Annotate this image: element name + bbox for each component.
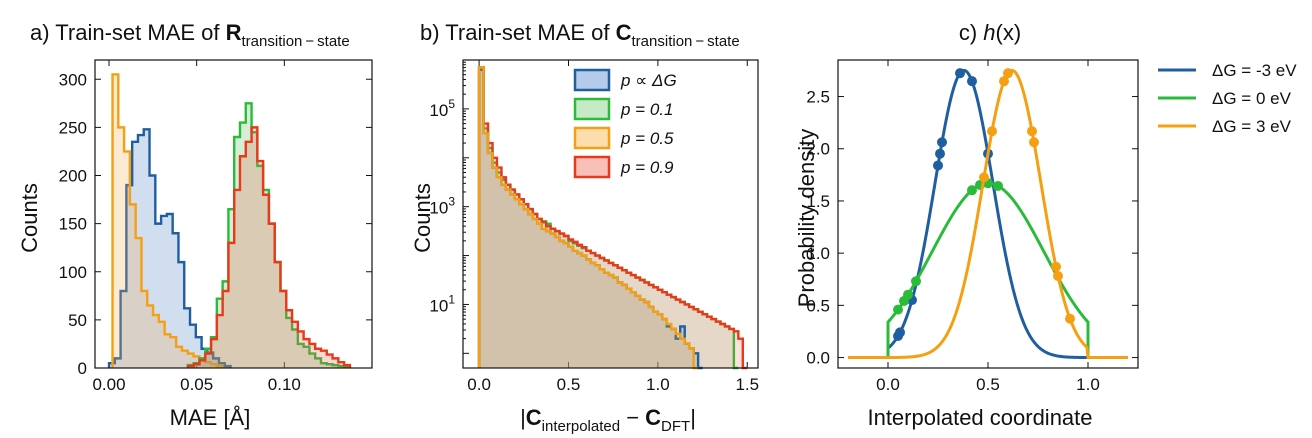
- panel-a-ylabel: Counts: [17, 183, 42, 253]
- panel-c-point-1: [911, 276, 921, 287]
- panel-a-frame: [94, 59, 373, 369]
- panel-c-legend: ΔG = -3 eV ΔG = 0 eV ΔG = 3 eV: [1158, 61, 1297, 136]
- panel-b-frame: [462, 59, 759, 369]
- panel-a-title: a) Train-set MAE of Rtransition − state: [30, 20, 350, 50]
- panel-a-ytick-label: 0: [78, 359, 87, 378]
- panel-c-point-1: [893, 304, 903, 315]
- panel-c-point-2: [1003, 68, 1013, 79]
- panel-b-hist-line-1: [477, 66, 748, 370]
- panel-b-xlabel: |Cinterpolated − CDFT|: [520, 405, 696, 435]
- panel-b-hist-fill-0: [479, 67, 739, 368]
- panel-b-ytick-label: 101: [429, 292, 455, 315]
- panel-c-ytick-label: 0.5: [806, 296, 830, 315]
- panel-b-legend-swatch: [573, 126, 611, 150]
- panel-c-point-2: [1065, 313, 1075, 324]
- panel-b-legend-label: p ∝ ΔG: [620, 71, 677, 90]
- panel-a-ytick-label: 150: [59, 215, 87, 234]
- panel-b-xtick-label: 1.0: [646, 375, 670, 394]
- panel-c-point-0: [937, 137, 947, 148]
- panel-c-ytick-label: 1.5: [806, 192, 830, 211]
- panel-c-point-1: [903, 289, 913, 300]
- panel-b-hist-line-3: [477, 66, 699, 370]
- panel-b-legend-label: p = 0.9: [620, 158, 674, 177]
- panel-c-plot: 0.0 0.5 1.0 0.0 0.5 1.0 1.5 2.0 2.5: [806, 59, 1139, 394]
- panel-c-ytick-label: 2.0: [806, 140, 830, 159]
- panel-c-point-0: [935, 148, 945, 159]
- panel-a-ytick-label: 50: [68, 311, 87, 330]
- panel-a-plot: 0.00 0.05 0.10 0 50 100 150 200 250 300: [59, 59, 373, 394]
- panel-a-hist-line-3: [186, 126, 352, 368]
- panel-a: a) Train-set MAE of Rtransition − state …: [17, 20, 373, 430]
- panel-b-ylabel: Counts: [410, 183, 435, 253]
- panel-c-point-2: [1029, 137, 1039, 148]
- panel-c-ytick-label: 1.0: [806, 244, 830, 263]
- panel-b-xtick-label: 0.0: [467, 375, 491, 394]
- panel-c-point-2: [1051, 261, 1061, 272]
- panel-c-legend-label: ΔG = 3 eV: [1212, 117, 1292, 136]
- panel-a-xlabel: MAE [Å]: [170, 405, 251, 430]
- panel-c-point-0: [933, 160, 943, 171]
- panel-c-ytick-label: 2.5: [806, 88, 830, 107]
- panel-c: c) h(x) Probability density Interpolated…: [794, 20, 1297, 430]
- panel-b-legend-swatch: [573, 155, 611, 179]
- panel-b-xtick-label: 0.5: [557, 375, 581, 394]
- panel-b-legend-swatch: [573, 97, 611, 121]
- panel-c-xtick-label: 1.0: [1076, 375, 1100, 394]
- panel-c-ylabel: Probability density: [794, 129, 819, 308]
- panel-c-point-2: [987, 126, 997, 137]
- panel-a-ytick-label: 100: [59, 263, 87, 282]
- panel-b-xtick-label: 1.5: [735, 375, 759, 394]
- panel-c-point-0: [967, 76, 977, 87]
- panel-b-legend-swatch: [573, 68, 611, 92]
- panel-b-title: b) Train-set MAE of Ctransition − state: [420, 20, 740, 50]
- panel-c-title: c) h(x): [959, 20, 1021, 45]
- panel-a-xtick-label: 0.10: [268, 375, 301, 394]
- panel-c-legend-label: ΔG = 0 eV: [1212, 89, 1292, 108]
- panel-c-point-0: [895, 327, 905, 338]
- panel-c-xtick-label: 0.5: [976, 375, 1000, 394]
- panel-a-ytick-label: 200: [59, 167, 87, 186]
- panel-a-hist-fill-0: [109, 129, 231, 368]
- panel-c-legend-label: ΔG = -3 eV: [1212, 61, 1297, 80]
- panel-c-point-2: [979, 172, 989, 183]
- panel-b-legend-label: p = 0.5: [620, 129, 674, 148]
- panel-a-ytick-label: 250: [59, 118, 87, 137]
- panel-a-hist-fill-2: [187, 103, 350, 368]
- panel-a-hist-fill-1: [112, 74, 223, 368]
- panel-c-curve-2: [848, 68, 1128, 360]
- panel-a-xtick-label: 0.00: [92, 375, 125, 394]
- panel-b-hist-fill-1: [479, 67, 748, 368]
- panel-c-point-1: [993, 180, 1003, 191]
- panel-a-hist-fill-3: [187, 127, 350, 368]
- panel-b-hist-fill-3: [479, 67, 699, 368]
- panel-c-ytick-label: 0.0: [806, 349, 830, 368]
- panel-c-xtick-label: 0.0: [876, 375, 900, 394]
- panel-c-curve-0: [886, 68, 1090, 360]
- panel-c-point-2: [1027, 126, 1037, 137]
- panel-a-xtick-label: 0.05: [180, 375, 213, 394]
- panel-b-ytick-label: 105: [429, 97, 455, 120]
- panel-c-point-2: [1053, 270, 1063, 281]
- panel-b: b) Train-set MAE of Ctransition − state …: [410, 20, 759, 435]
- panel-c-point-0: [955, 68, 965, 79]
- panel-b-hist-fill-2: [479, 69, 703, 369]
- panel-c-frame: [837, 59, 1139, 369]
- panel-b-ytick-label: 103: [429, 195, 455, 218]
- panel-b-plot: 0.0 0.5 1.0 1.5 101 103 105 p ∝ ΔG p = 0.1 p = 0.…: [429, 59, 759, 394]
- panel-b-legend-label: p = 0.1: [620, 100, 673, 119]
- panel-a-ytick-label: 300: [59, 70, 87, 89]
- panel-c-point-1: [967, 185, 977, 196]
- panel-c-xlabel: Interpolated coordinate: [867, 405, 1092, 430]
- panel-c-point-2: [999, 76, 1009, 87]
